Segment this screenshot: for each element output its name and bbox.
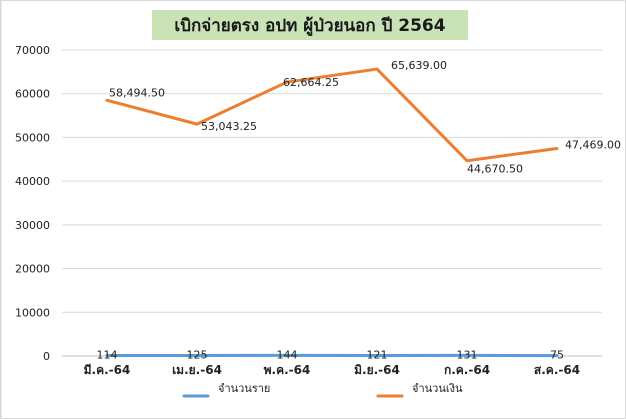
x-tick-label: มิ.ย.-64 <box>354 363 400 377</box>
y-tick-label: 60000 <box>15 88 50 101</box>
data-label: 53,043.25 <box>201 120 257 133</box>
y-axis-ticks: 0 10000 20000 30000 40000 50000 60000 70000 <box>15 44 50 363</box>
y-tick-label: 70000 <box>15 44 50 57</box>
x-tick-label: มี.ค.-64 <box>84 363 131 377</box>
x-axis-ticks: มี.ค.-64 เม.ย.-64 พ.ค.-64 มิ.ย.-64 ก.ค.-64 ส.… <box>84 363 580 377</box>
data-label: 125 <box>187 348 208 361</box>
data-label: 65,639.00 <box>391 59 447 72</box>
data-label: 75 <box>550 349 564 362</box>
data-label: 131 <box>457 348 478 361</box>
data-label: 114 <box>97 349 118 362</box>
x-tick-label: เม.ย.-64 <box>172 363 222 377</box>
data-label: 121 <box>367 348 388 361</box>
x-tick-label: ก.ค.-64 <box>444 363 490 377</box>
y-tick-label: 10000 <box>15 306 50 319</box>
data-label: 58,494.50 <box>109 86 165 99</box>
data-label: 44,670.50 <box>467 163 523 176</box>
legend-label: จำนวนเงิน <box>412 382 463 395</box>
x-tick-label: พ.ค.-64 <box>264 363 311 377</box>
y-tick-label: 50000 <box>15 131 50 144</box>
chart-title: เบิกจ่ายตรง อปท ผู้ป่วยนอก ปี 2564 <box>152 10 468 40</box>
y-tick-label: 20000 <box>15 263 50 276</box>
data-label: 47,469.00 <box>565 138 621 151</box>
legend-label: จำนวนราย <box>218 382 270 395</box>
data-labels: 114 125 144 121 131 75 58,494.50 53,043.25 62,66… <box>97 59 621 362</box>
legend: จำนวนราย จำนวนเงิน <box>182 382 463 398</box>
series-line-2 <box>105 67 559 163</box>
data-label: 62,664.25 <box>283 76 339 89</box>
y-tick-label: 0 <box>43 350 50 363</box>
data-label: 144 <box>277 348 298 361</box>
x-tick-label: ส.ค.-64 <box>534 363 580 377</box>
series-lines <box>105 67 559 358</box>
y-tick-label: 30000 <box>15 219 50 232</box>
y-tick-label: 40000 <box>15 175 50 188</box>
